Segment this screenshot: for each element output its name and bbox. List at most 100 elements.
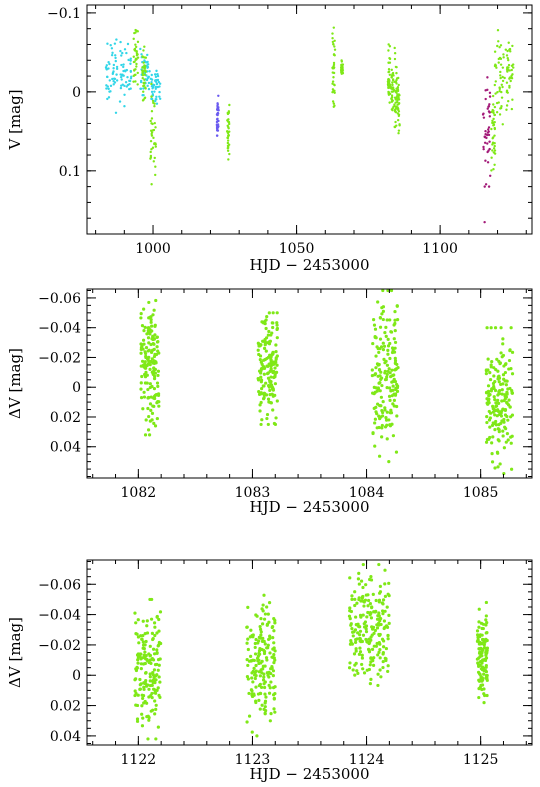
data-point [135,65,138,68]
data-point [146,737,150,741]
data-point [476,663,481,667]
data-point [267,329,271,334]
data-point [500,105,503,108]
data-point [498,113,502,116]
data-point [260,387,264,391]
data-point [154,73,157,76]
data-point [387,43,390,46]
data-point [395,385,400,390]
data-point [397,114,401,118]
data-point [332,67,335,70]
data-point [267,683,271,687]
data-point [477,656,481,660]
data-points [139,289,515,476]
data-point [274,416,278,420]
data-point [153,699,157,703]
y-tick-label: −0.04 [38,608,81,624]
data-point [271,625,275,629]
data-point [373,610,377,614]
data-point [484,653,488,657]
data-point [114,54,117,57]
data-point [488,416,492,420]
data-point [354,640,358,644]
data-point [151,122,154,126]
data-point [387,78,391,81]
data-point [136,661,140,665]
data-point [486,384,491,388]
data-point [493,134,496,137]
data-point [384,377,388,382]
data-point [123,105,126,108]
data-point [510,107,514,111]
data-point [112,79,115,83]
data-point [356,631,360,635]
data-point [114,111,118,115]
data-point [257,649,262,653]
data-point [144,418,148,422]
data-point [393,356,397,360]
data-point [490,441,494,445]
data-point [153,99,157,103]
data-point [134,43,137,46]
data-point [497,57,500,61]
data-point [505,414,509,419]
data-point [394,367,398,372]
data-point [387,613,391,618]
data-point [385,410,389,414]
data-point [154,352,159,357]
data-point [387,394,392,398]
data-point [140,656,144,660]
data-point [271,636,275,640]
data-point [500,392,504,396]
data-point [249,654,253,658]
data-point [271,311,275,315]
data-point [496,409,501,413]
data-point [107,67,110,70]
data-point [261,366,265,370]
data-point [150,78,154,81]
data-point [271,669,276,673]
data-point [496,398,500,402]
data-point [153,90,156,93]
data-point [134,677,138,681]
data-point [397,129,401,132]
data-point [275,336,279,340]
data-point [228,103,231,107]
data-point [135,719,140,723]
data-point [376,346,380,351]
data-point [245,720,249,724]
data-point [273,710,277,714]
data-point [144,684,149,688]
data-point [496,29,500,32]
data-point [262,346,267,350]
data-point [394,450,399,454]
data-point [217,94,220,98]
data-point [494,419,498,424]
data-point [142,49,145,52]
data-point [484,656,489,660]
data-point [245,641,249,645]
y-tick-label: 0.04 [50,440,81,456]
data-point [372,318,376,322]
data-point [152,652,157,656]
data-point [374,336,378,340]
x-tick-label: 1000 [135,241,171,257]
data-point [152,394,157,398]
data-point [153,371,157,375]
data-point [479,677,483,681]
data-point [493,466,497,470]
data-point [258,674,262,678]
data-point [498,89,501,93]
data-point [491,94,495,98]
data-point [349,623,353,627]
data-point [506,49,509,53]
data-point [217,109,220,112]
data-point [150,110,154,113]
data-point [493,83,497,87]
data-point [384,646,388,651]
data-point [350,597,354,601]
data-point [152,387,157,391]
data-point [370,633,374,637]
data-point [391,73,395,76]
data-point [156,369,161,373]
